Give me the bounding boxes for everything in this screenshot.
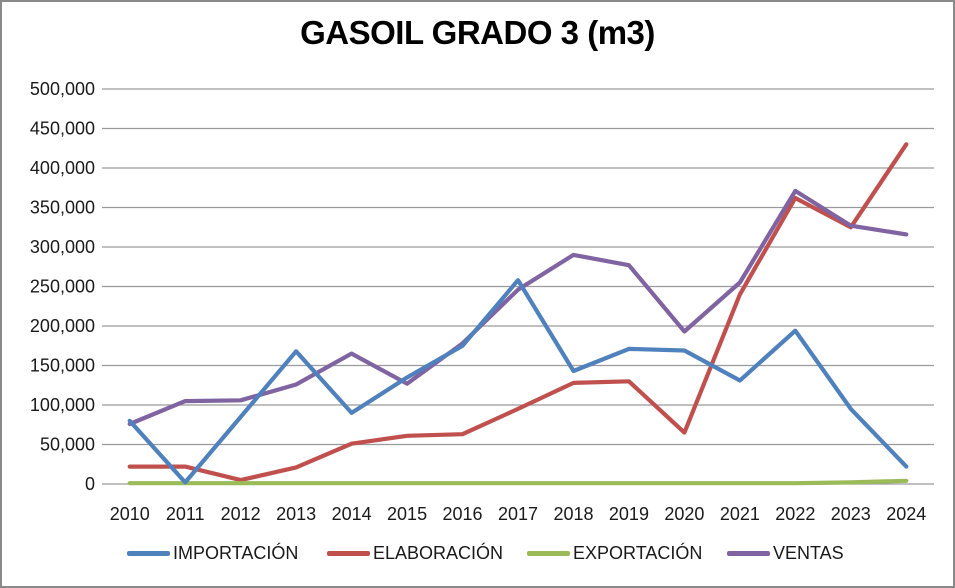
y-axis-tick-label: 300,000 [30, 237, 95, 257]
y-axis-tick-label: 250,000 [30, 277, 95, 297]
y-axis-tick-label: 50,000 [40, 435, 95, 455]
x-axis-tick-label: 2011 [166, 504, 205, 524]
y-axis-tick-label: 450,000 [30, 119, 95, 139]
series-line-exportacion [127, 478, 909, 486]
legend-label-exportacion: EXPORTACIÓN [573, 543, 703, 563]
x-axis-tick-label: 2019 [609, 504, 649, 524]
x-axis-tick-label: 2020 [664, 504, 704, 524]
x-axis-tick-label: 2016 [443, 504, 483, 524]
legend-label-importacion: IMPORTACIÓN [173, 543, 299, 563]
y-axis-tick-label: 400,000 [30, 158, 95, 178]
y-axis-tick-label: 500,000 [30, 79, 95, 99]
y-axis-tick-label: 0 [85, 474, 95, 494]
chart-title: GASOIL GRADO 3 (m3) [300, 14, 655, 51]
legend-label-elaboracion: ELABORACIÓN [373, 543, 504, 563]
x-axis-tick-label: 2024 [886, 504, 926, 524]
x-axis-tick-label: 2018 [553, 504, 593, 524]
legend-item-elaboracion: ELABORACIÓN [327, 543, 503, 564]
x-axis-tick-label: 2015 [387, 504, 427, 524]
x-axis-tick-label: 2012 [221, 504, 261, 524]
x-axis-tick-label: 2017 [498, 504, 538, 524]
y-axis-tick-label: 150,000 [30, 356, 95, 376]
legend-swatch-importacion [127, 551, 170, 556]
y-axis-tick-label: 200,000 [30, 316, 95, 336]
x-axis-tick-label: 2013 [276, 504, 316, 524]
x-axis-tick-label: 2022 [775, 504, 815, 524]
legend-swatch-ventas [727, 551, 770, 556]
series-line-elaboracion [127, 142, 909, 483]
y-axis-tick-label: 350,000 [30, 198, 95, 218]
legend-swatch-exportacion [527, 551, 570, 556]
series-line-importacion [127, 278, 909, 485]
x-axis-tick-label: 2014 [332, 504, 372, 524]
legend-item-exportacion: EXPORTACIÓN [527, 543, 702, 564]
legend-swatch-elaboracion [327, 551, 370, 556]
legend-item-importacion: IMPORTACIÓN [127, 543, 298, 564]
x-axis-tick-label: 2023 [831, 504, 871, 524]
legend-label-ventas: VENTAS [773, 543, 844, 563]
x-axis-tick-label: 2021 [720, 504, 760, 524]
legend-item-ventas: VENTAS [727, 543, 844, 564]
y-axis-tick-label: 100,000 [30, 395, 95, 415]
series-line-ventas [127, 188, 909, 427]
x-axis-tick-label: 2010 [110, 504, 150, 524]
